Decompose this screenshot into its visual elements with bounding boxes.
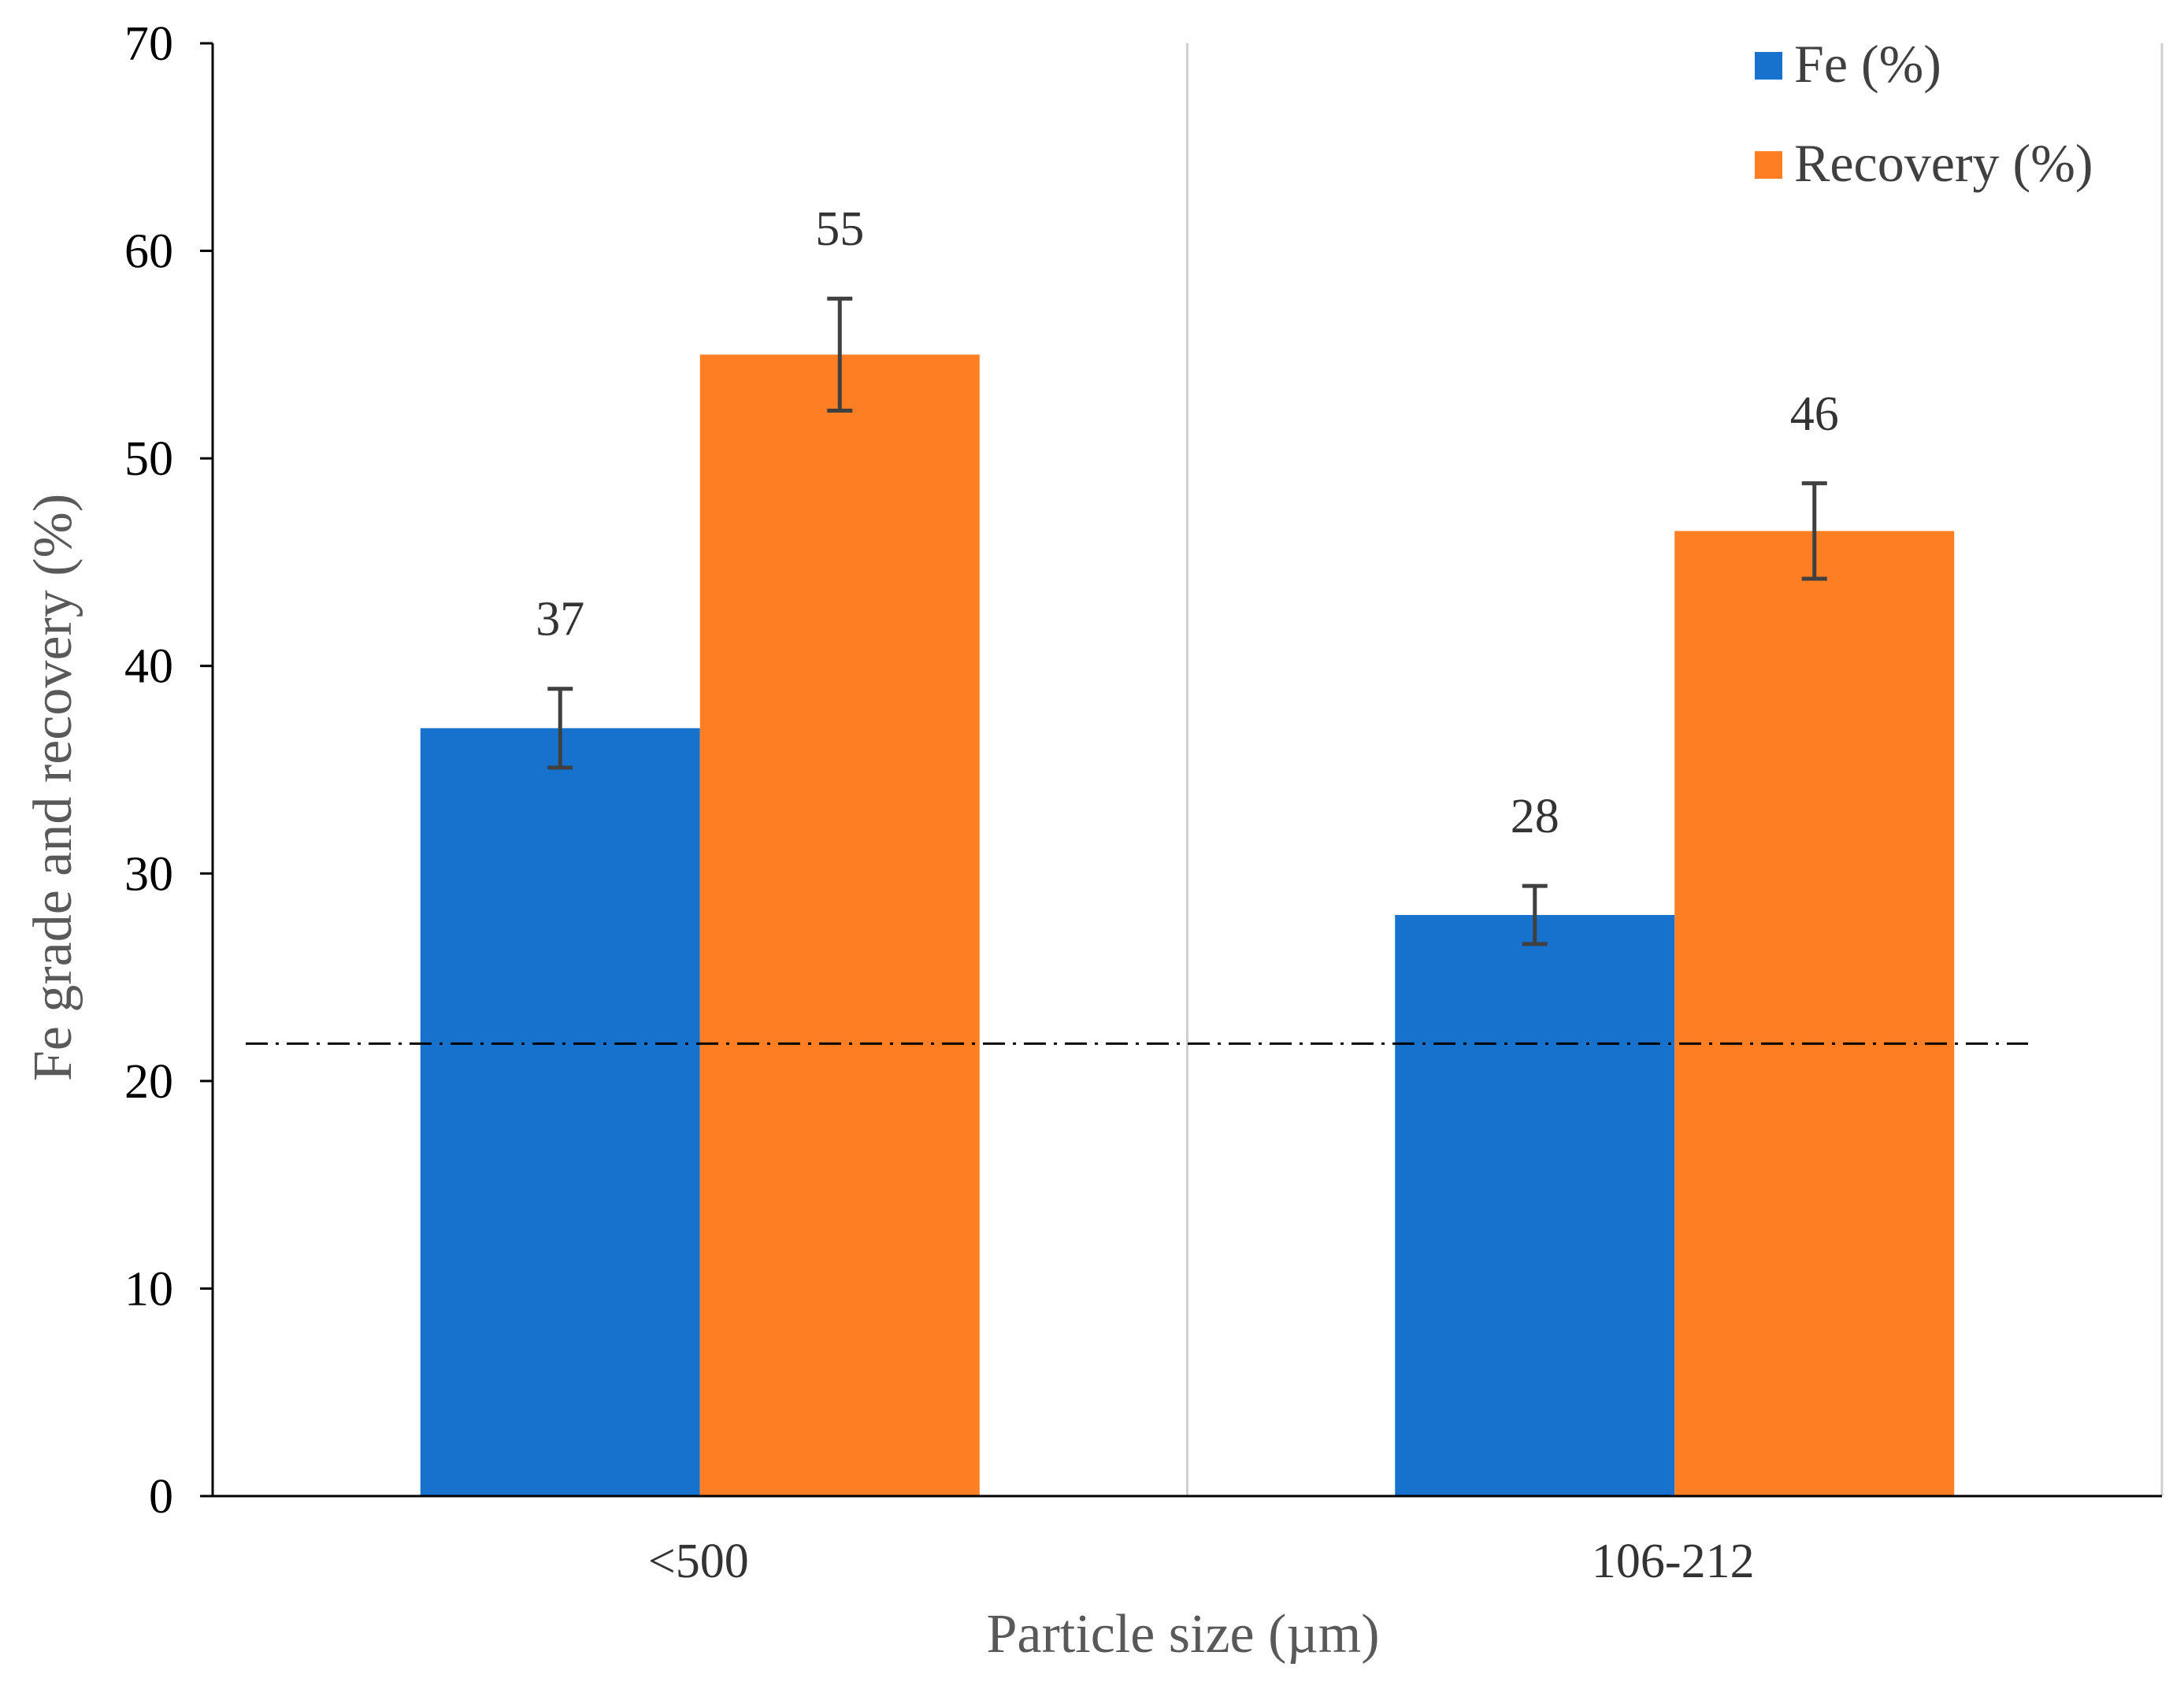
y-tick-label: 60	[124, 225, 173, 279]
bar-recovery-1	[1674, 531, 1955, 1497]
legend-swatch	[1755, 151, 1782, 179]
legend-swatch	[1755, 52, 1782, 80]
y-tick-label: 70	[124, 17, 173, 71]
legend-label: Recovery (%)	[1794, 133, 2093, 193]
y-tick-label: 40	[124, 640, 173, 694]
data-label: 46	[1790, 387, 1839, 441]
y-tick-label: 50	[124, 432, 173, 486]
data-label: 55	[815, 202, 864, 256]
x-tick-label: 106-212	[1592, 1535, 1755, 1588]
bar-fe-0	[420, 728, 700, 1496]
y-axis-title: Fe grade and recovery (%)	[23, 494, 83, 1081]
x-axis-title: Particle size (µm)	[986, 1604, 1379, 1665]
bar-recovery-0	[699, 354, 980, 1496]
x-tick-label: <500	[648, 1535, 749, 1588]
y-tick-label: 10	[124, 1262, 173, 1316]
legend-label: Fe (%)	[1794, 34, 1941, 94]
y-tick-label: 30	[124, 847, 173, 901]
legend: Fe (%) Recovery (%)	[1755, 34, 2093, 193]
y-tick-label: 0	[149, 1470, 173, 1524]
data-label: 28	[1511, 790, 1559, 843]
y-tick-label: 20	[124, 1055, 173, 1109]
bar-fe-1	[1395, 915, 1675, 1496]
data-label: 37	[536, 593, 584, 646]
